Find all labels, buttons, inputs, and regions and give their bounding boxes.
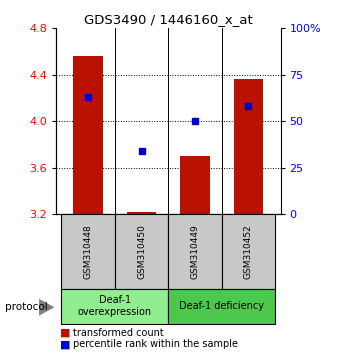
Text: ■: ■ xyxy=(59,328,70,338)
Bar xyxy=(168,289,275,324)
Bar xyxy=(168,214,222,289)
Text: transformed count: transformed count xyxy=(73,328,164,338)
Text: percentile rank within the sample: percentile rank within the sample xyxy=(73,339,238,349)
Bar xyxy=(62,214,115,289)
Bar xyxy=(62,289,168,324)
Bar xyxy=(222,214,275,289)
Bar xyxy=(115,214,168,289)
Text: GSM310450: GSM310450 xyxy=(137,224,146,279)
Text: Deaf-1 deficiency: Deaf-1 deficiency xyxy=(179,301,264,311)
Text: GSM310448: GSM310448 xyxy=(84,224,93,279)
Bar xyxy=(73,56,103,214)
Text: GSM310452: GSM310452 xyxy=(244,224,253,279)
Bar xyxy=(127,212,156,214)
Text: GSM310449: GSM310449 xyxy=(190,224,200,279)
Bar xyxy=(234,79,263,214)
Text: protocol: protocol xyxy=(5,302,48,312)
Title: GDS3490 / 1446160_x_at: GDS3490 / 1446160_x_at xyxy=(84,13,253,26)
Bar xyxy=(180,156,210,214)
Text: ■: ■ xyxy=(59,339,70,349)
Polygon shape xyxy=(39,299,54,316)
Text: Deaf-1
overexpression: Deaf-1 overexpression xyxy=(78,295,152,317)
